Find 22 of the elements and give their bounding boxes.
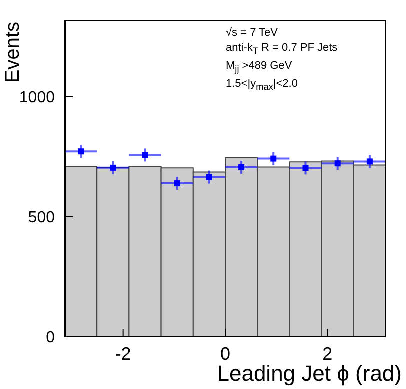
point [142, 152, 148, 158]
x-tick-label: -2 [115, 344, 132, 364]
point [334, 160, 341, 167]
y-axis-title: Events [2, 22, 25, 84]
x-tick-label: 2 [322, 344, 333, 364]
point [110, 164, 116, 171]
point [78, 148, 84, 155]
point [270, 156, 277, 162]
annotation: anti-k$_{T}$ R = 0.7 PF Jets [226, 41, 338, 58]
y-tick-label: 0 [46, 330, 56, 347]
point [206, 174, 212, 180]
x-tick-label: 0 [220, 344, 231, 364]
point [302, 165, 309, 172]
y-tick-label: 500 [28, 210, 56, 227]
point [366, 158, 373, 165]
y-tick-label: 1000 [19, 90, 56, 107]
annotation: √s = 7 TeV [226, 26, 280, 41]
annotation: 1.5<|y$_{max}$|<2.0 [226, 77, 299, 95]
point [174, 180, 180, 187]
annotation: M$_{jj}$ >489 GeV [226, 59, 294, 76]
x-axis-title: Leading Jet ϕ (rad) [217, 361, 402, 387]
point [238, 164, 245, 170]
